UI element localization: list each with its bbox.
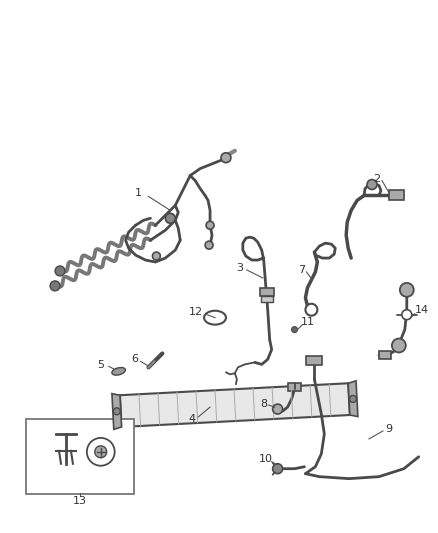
Text: 14: 14: [415, 305, 429, 314]
Circle shape: [292, 327, 297, 333]
Circle shape: [206, 221, 214, 229]
Text: 7: 7: [298, 265, 305, 275]
Ellipse shape: [112, 368, 125, 375]
Circle shape: [350, 395, 357, 402]
Circle shape: [273, 464, 283, 474]
Text: 5: 5: [97, 360, 104, 370]
Text: 1: 1: [135, 189, 142, 198]
Polygon shape: [348, 381, 358, 417]
Bar: [389, 190, 404, 200]
Circle shape: [221, 153, 231, 163]
Bar: [261, 296, 273, 302]
Text: 11: 11: [300, 317, 314, 327]
Bar: [307, 357, 322, 365]
Text: 3: 3: [237, 263, 244, 273]
Circle shape: [113, 408, 120, 415]
Bar: [260, 288, 274, 296]
Polygon shape: [120, 383, 350, 427]
Circle shape: [305, 304, 318, 316]
Polygon shape: [112, 394, 122, 430]
Text: 8: 8: [260, 399, 267, 409]
Circle shape: [273, 404, 283, 414]
Text: 13: 13: [73, 496, 87, 505]
Circle shape: [87, 438, 115, 466]
Circle shape: [152, 252, 160, 260]
Circle shape: [400, 283, 414, 297]
Circle shape: [95, 446, 107, 458]
Ellipse shape: [204, 311, 226, 325]
Text: 9: 9: [385, 424, 392, 434]
Text: 10: 10: [259, 454, 273, 464]
Text: 12: 12: [189, 306, 203, 317]
Circle shape: [205, 241, 213, 249]
Circle shape: [402, 310, 412, 320]
Circle shape: [367, 180, 377, 190]
Text: 6: 6: [131, 354, 138, 365]
Circle shape: [55, 266, 65, 276]
Bar: [379, 351, 391, 359]
Circle shape: [50, 281, 60, 291]
Bar: [288, 383, 301, 391]
Bar: [26, 419, 134, 494]
Text: 2: 2: [374, 174, 381, 183]
Circle shape: [392, 338, 406, 352]
Circle shape: [165, 213, 175, 223]
Text: 4: 4: [189, 414, 196, 424]
